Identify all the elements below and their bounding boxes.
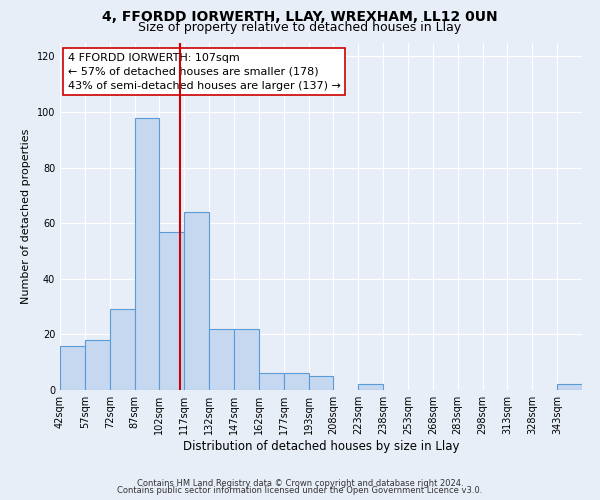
Text: Contains public sector information licensed under the Open Government Licence v3: Contains public sector information licen… [118, 486, 482, 495]
Bar [284, 374, 308, 390]
Bar [209, 329, 234, 390]
Bar [134, 118, 160, 390]
Text: 4 FFORDD IORWERTH: 107sqm
← 57% of detached houses are smaller (178)
43% of semi: 4 FFORDD IORWERTH: 107sqm ← 57% of detac… [68, 53, 341, 91]
X-axis label: Distribution of detached houses by size in Llay: Distribution of detached houses by size … [183, 440, 459, 453]
Bar [160, 232, 184, 390]
Bar [358, 384, 383, 390]
Text: Size of property relative to detached houses in Llay: Size of property relative to detached ho… [139, 22, 461, 35]
Bar [184, 212, 209, 390]
Text: Contains HM Land Registry data © Crown copyright and database right 2024.: Contains HM Land Registry data © Crown c… [137, 478, 463, 488]
Bar [259, 374, 284, 390]
Text: 4, FFORDD IORWERTH, LLAY, WREXHAM, LL12 0UN: 4, FFORDD IORWERTH, LLAY, WREXHAM, LL12 … [102, 10, 498, 24]
Bar [557, 384, 582, 390]
Bar [110, 310, 134, 390]
Bar [308, 376, 334, 390]
Bar [60, 346, 85, 390]
Bar [85, 340, 110, 390]
Y-axis label: Number of detached properties: Number of detached properties [21, 128, 31, 304]
Bar [234, 329, 259, 390]
